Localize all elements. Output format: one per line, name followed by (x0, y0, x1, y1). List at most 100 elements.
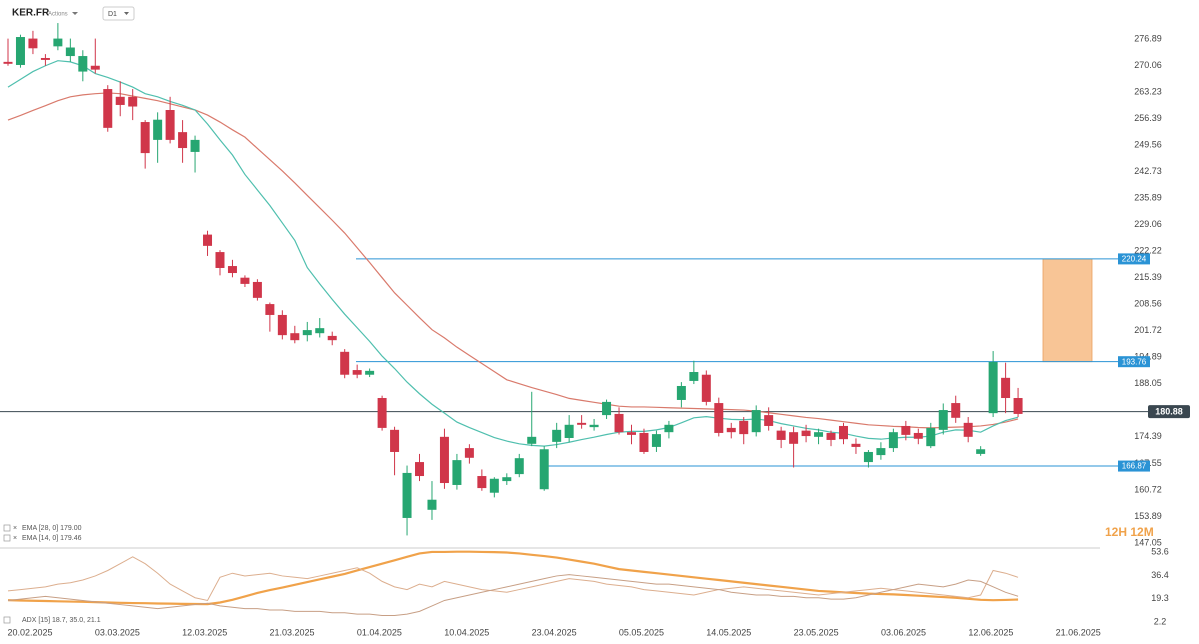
candle-body (489, 478, 499, 493)
y-tick-label: 19.3 (1151, 593, 1169, 603)
candle-body (976, 449, 986, 454)
candle-body (439, 436, 449, 484)
y-tick-label: 147.05 (1134, 537, 1162, 547)
candle-body (826, 432, 836, 440)
candle-body (302, 330, 312, 336)
level-label-box (1118, 253, 1150, 265)
candle-body (627, 432, 636, 435)
level-label: 193.76 (1122, 357, 1147, 366)
candle-body (402, 472, 412, 518)
candle-body (464, 448, 474, 458)
candle-body (801, 430, 811, 437)
timeframe: D1 (108, 11, 117, 18)
x-tick-label: 14.05.2025 (706, 627, 751, 637)
indicator-line (7, 574, 1019, 616)
candle-body (128, 96, 138, 107)
candle-body (3, 61, 13, 64)
y-tick-label: 235.89 (1134, 193, 1162, 203)
candle-body (963, 422, 973, 437)
candle-body (252, 281, 262, 298)
candle-body (751, 410, 761, 433)
candle-body (539, 449, 549, 490)
indicator-line (7, 550, 1019, 606)
symbol-dropdown-icon[interactable] (72, 12, 78, 15)
x-tick-label: 12.03.2025 (182, 627, 227, 637)
y-tick-label: 263.23 (1134, 86, 1162, 96)
candle-body (1001, 377, 1011, 399)
candle-body (227, 266, 237, 274)
x-tick-label: 21.03.2025 (270, 627, 315, 637)
candle-body (863, 451, 873, 463)
candle-body (290, 333, 300, 341)
asset-kind: Actions (48, 12, 68, 18)
ema-line (7, 92, 1019, 429)
candle-body (1013, 398, 1023, 414)
candle-body (689, 372, 699, 381)
candle-body (265, 304, 275, 315)
candle-body (701, 374, 711, 402)
candle-body (240, 277, 250, 284)
candle-body (427, 499, 437, 510)
x-tick-label: 21.06.2025 (1056, 627, 1101, 637)
candle-body (115, 96, 125, 105)
level-label-box (1118, 460, 1150, 472)
candle-body (739, 420, 749, 435)
x-tick-label: 03.03.2025 (95, 627, 140, 637)
y-tick-label: 188.05 (1134, 378, 1162, 388)
last-price-label: 180.88 (1155, 407, 1183, 417)
candle-body (377, 398, 387, 428)
candle-body (714, 403, 724, 433)
legend-icon (3, 524, 11, 532)
candle-body (78, 56, 88, 72)
candle-body (552, 429, 562, 442)
candle-body (203, 234, 213, 246)
candle-body (926, 427, 936, 447)
candle-body (327, 335, 337, 341)
y-tick-label: 249.56 (1134, 139, 1162, 149)
level-label: 166.87 (1122, 462, 1147, 471)
y-tick-label: 270.06 (1134, 60, 1162, 70)
candle-body (365, 370, 375, 375)
candle-body (639, 432, 649, 452)
candle-body (789, 432, 799, 444)
y-tick-label: 242.73 (1134, 166, 1162, 176)
x-tick-label: 23.04.2025 (532, 627, 577, 637)
legend-entry: EMA [14, 0] 179.46 (22, 535, 82, 542)
candle-body (15, 37, 25, 65)
candle-body (452, 460, 462, 485)
candle-body (527, 436, 537, 444)
candle-body (53, 38, 63, 47)
candle-body (951, 403, 961, 418)
candle-body (651, 434, 661, 447)
candle-body (178, 132, 188, 149)
candle-body (153, 119, 163, 140)
candle-body (851, 443, 861, 447)
candle-body (764, 415, 774, 426)
y-tick-label: 36.4 (1151, 570, 1169, 580)
indicator-title: ADX [15] 18.7, 35.0, 21.1 (22, 617, 101, 624)
level-label: 220.24 (1122, 255, 1147, 264)
plot: 276.89 270.06 263.23 256.39 249.56 242.73 235.… (0, 23, 1190, 637)
candle-body (390, 429, 400, 452)
candle-body (726, 427, 736, 433)
candle-body (215, 252, 225, 268)
candle-body (40, 57, 50, 60)
legend-close: × (13, 535, 17, 542)
legend-entry: EMA [28, 0] 179.00 (22, 525, 82, 532)
candle-body (65, 47, 75, 57)
timeframe-dropdown-icon (124, 12, 129, 15)
y-tick-label: 2.2 (1154, 616, 1167, 626)
candle-body (913, 432, 923, 439)
last-price-box (1148, 405, 1190, 419)
y-tick-label: 174.39 (1134, 431, 1162, 441)
timeframe-select[interactable] (102, 6, 135, 21)
candle-body (664, 424, 674, 433)
candle-body (190, 139, 200, 152)
candle-body (103, 89, 113, 128)
symbol: KER.FR (12, 8, 50, 19)
candle-body (90, 65, 100, 70)
target-zone (1042, 258, 1093, 363)
candle-body (814, 432, 824, 437)
